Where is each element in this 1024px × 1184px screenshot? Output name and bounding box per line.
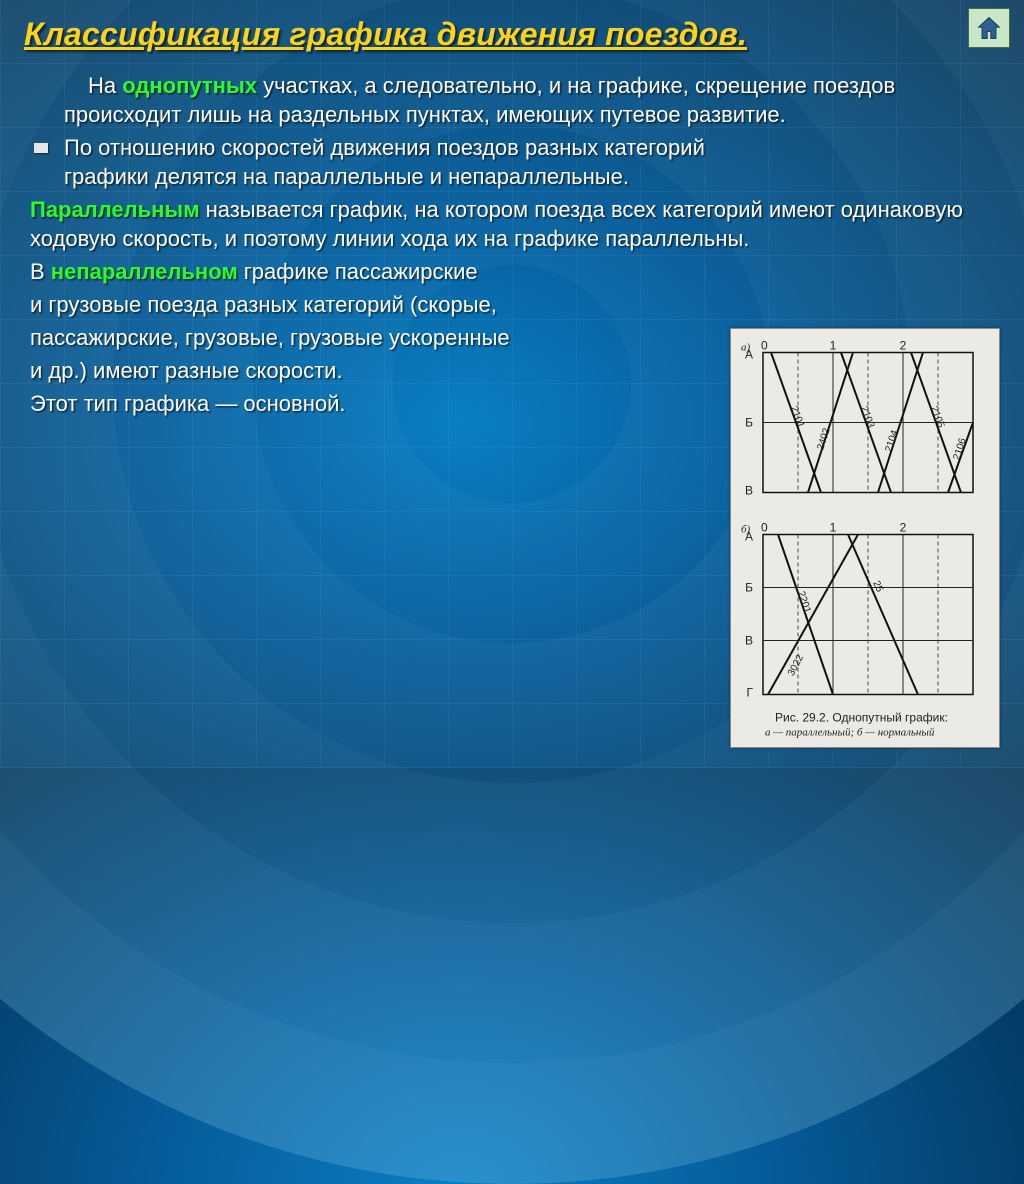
highlight-word: Параллельным xyxy=(30,197,199,222)
bullet-1-line2: графики делятся на параллельные и непара… xyxy=(24,162,1000,191)
para-4: Этот тип графика — основной. xyxy=(24,389,724,418)
bullet-marker xyxy=(34,143,48,153)
para-3b: и грузовые поезда разных категорий (скор… xyxy=(24,290,724,319)
svg-text:2101: 2101 xyxy=(788,405,806,430)
svg-text:2: 2 xyxy=(900,339,907,353)
svg-text:Б: Б xyxy=(745,581,753,595)
svg-text:0: 0 xyxy=(761,521,768,535)
svg-text:Б: Б xyxy=(745,416,753,430)
svg-text:Рис. 29.2. Однопутный график:: Рис. 29.2. Однопутный график: xyxy=(775,711,948,725)
bullet-1: По отношению скоростей движения поездов … xyxy=(24,133,1000,162)
diagram-svg: а) 0 1 2 А Б В xyxy=(735,335,995,743)
svg-text:2402: 2402 xyxy=(815,426,832,451)
svg-text:1: 1 xyxy=(830,339,837,353)
svg-text:0: 0 xyxy=(761,339,768,353)
highlight-word: однопутных xyxy=(122,73,257,98)
para-3d: и др.) имеют разные скорости. xyxy=(24,356,724,385)
para-3c: пассажирские, грузовые, грузовые ускорен… xyxy=(24,323,724,352)
svg-text:а — параллельный; б — нормальн: а — параллельный; б — нормальный xyxy=(765,727,935,739)
text: По отношению скоростей движения поездов … xyxy=(64,135,705,160)
svg-text:2105: 2105 xyxy=(928,405,946,430)
home-button[interactable] xyxy=(968,8,1010,48)
highlight-word: непараллельном xyxy=(51,259,238,284)
para-1: На однопутных участках, а следовательно,… xyxy=(24,71,1000,129)
svg-text:2103: 2103 xyxy=(858,405,876,430)
svg-text:2: 2 xyxy=(900,521,907,535)
para-3a: В непараллельном графике пассажирские xyxy=(24,257,724,286)
svg-text:2201: 2201 xyxy=(795,590,813,615)
svg-text:1: 1 xyxy=(830,521,837,535)
train-diagram: а) 0 1 2 А Б В xyxy=(730,328,1000,748)
svg-text:А: А xyxy=(745,530,753,544)
svg-text:Г: Г xyxy=(747,686,754,700)
svg-text:В: В xyxy=(745,484,753,498)
svg-text:2106: 2106 xyxy=(951,436,968,461)
bullet-content: По отношению скоростей движения поездов … xyxy=(64,133,1000,162)
svg-text:В: В xyxy=(745,634,753,648)
svg-text:2104: 2104 xyxy=(883,428,900,453)
para-2: Параллельным называется график, на котор… xyxy=(24,195,1000,253)
text: На xyxy=(88,73,122,98)
svg-text:А: А xyxy=(745,348,753,362)
text: графике пассажирские xyxy=(238,259,478,284)
home-icon xyxy=(975,14,1003,42)
text: В xyxy=(30,259,51,284)
slide-title: Классификация графика движения поездов. xyxy=(24,16,1000,53)
